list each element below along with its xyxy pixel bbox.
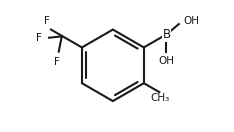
Text: OH: OH [184,16,200,26]
Text: OH: OH [158,56,175,66]
Text: B: B [162,28,171,41]
Text: CH₃: CH₃ [150,93,169,103]
Text: F: F [55,57,60,67]
Text: F: F [44,16,50,26]
Text: F: F [36,33,42,43]
